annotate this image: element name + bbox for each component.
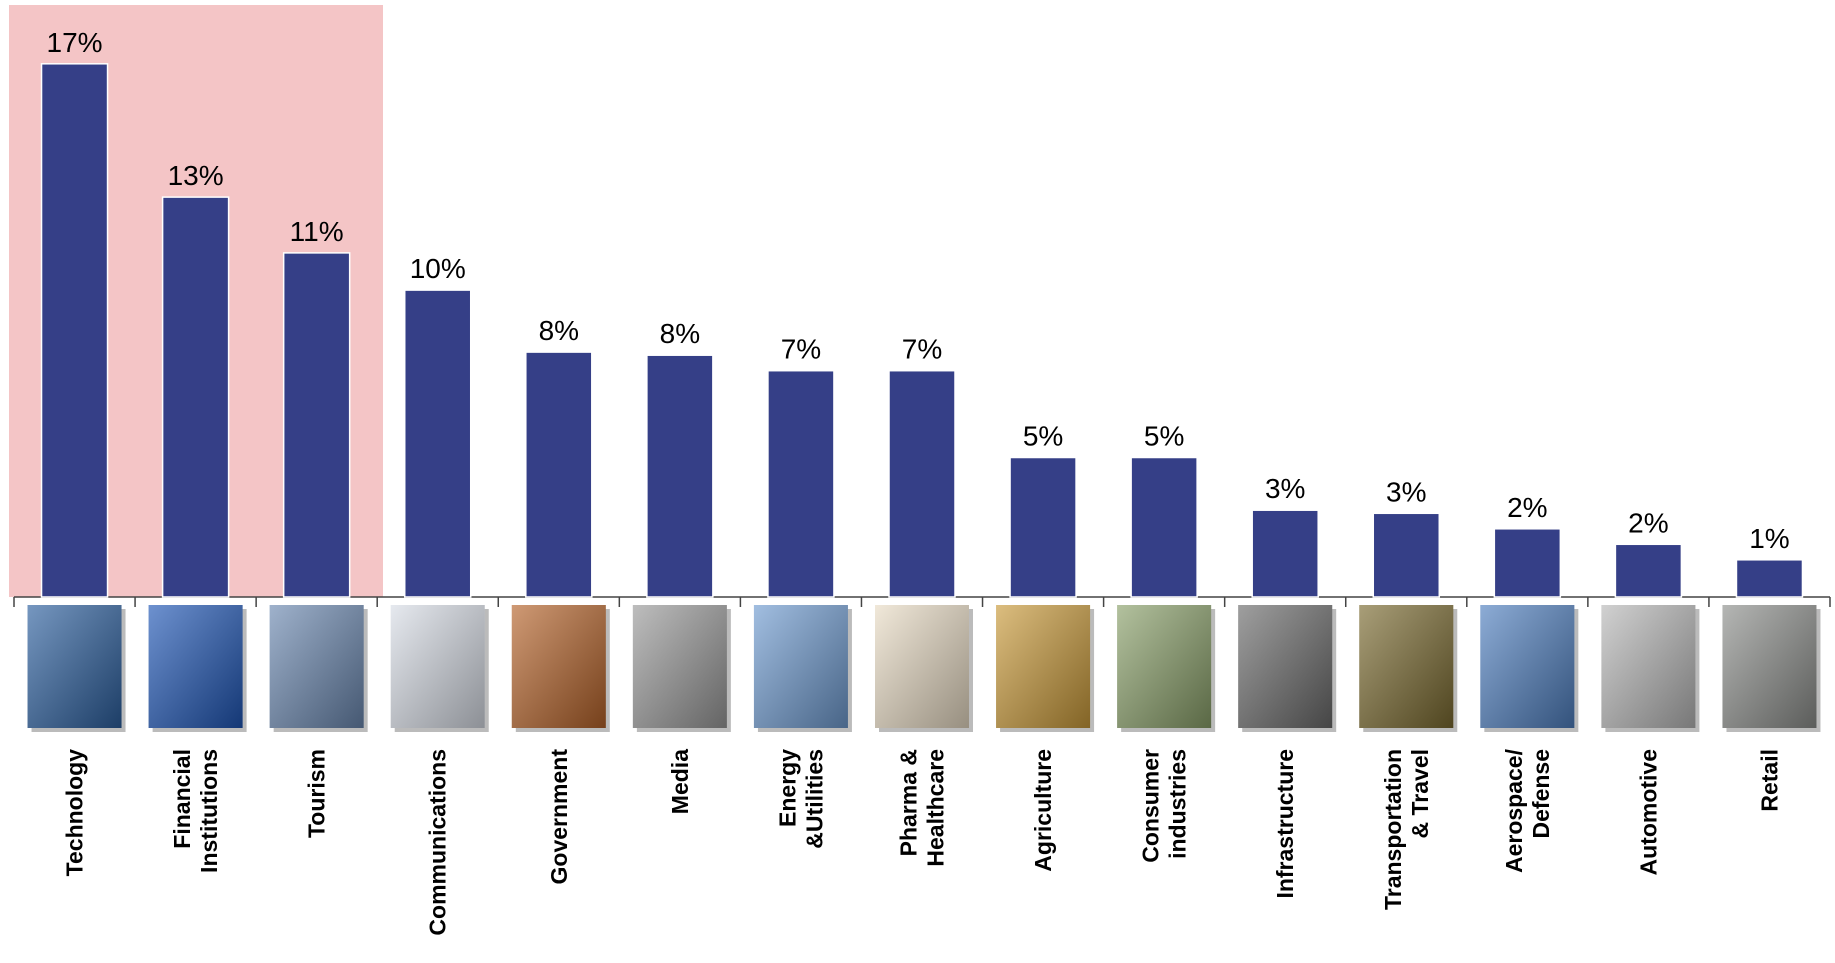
category-icon-shade (632, 605, 727, 728)
bar (525, 351, 593, 598)
category-icon-shade (269, 605, 364, 728)
category-label-line: & Travel (1407, 749, 1433, 839)
bar (403, 289, 472, 598)
bar (767, 369, 835, 598)
value-label: 1% (1749, 523, 1789, 554)
value-label: 8% (660, 318, 700, 349)
category-icon-shade (753, 605, 848, 728)
value-label: 10% (410, 253, 466, 284)
category-icon-shade (1722, 605, 1817, 728)
category-label-line: Aerospace/ (1501, 748, 1527, 873)
category-label-line: Communications (425, 749, 451, 936)
category-label-line: Transportation (1380, 749, 1406, 910)
value-label: 17% (47, 27, 103, 58)
value-label: 3% (1386, 476, 1426, 507)
bar (1130, 456, 1198, 598)
category-label: Pharma &Healthcare (896, 749, 949, 867)
bar (1251, 509, 1319, 598)
category-icon-shade (1480, 605, 1575, 728)
bar (1372, 512, 1441, 598)
category-label: Consumerindustries (1138, 749, 1191, 863)
value-label: 5% (1023, 421, 1063, 452)
value-label: 11% (290, 216, 344, 247)
category-label-line: Government (546, 749, 572, 885)
category-icon-shade (390, 605, 485, 728)
category-label: Energy&Utilities (774, 749, 827, 849)
bar (282, 252, 351, 598)
category-label-line: Technology (62, 749, 88, 877)
category-label: Media (667, 749, 693, 814)
bar (1614, 543, 1683, 598)
category-label-line: Institutions (196, 749, 222, 873)
category-label: Transportation& Travel (1380, 749, 1433, 910)
bar (888, 369, 956, 598)
value-label: 8% (539, 315, 579, 346)
category-label: Infrastructure (1272, 749, 1298, 899)
bar (161, 196, 230, 598)
value-label: 2% (1628, 507, 1668, 538)
category-label: FinancialInstitutions (169, 749, 222, 873)
bar (1735, 559, 1804, 598)
category-label: Communications (425, 749, 451, 936)
category-icon-shade (1117, 605, 1212, 728)
category-label: Government (546, 749, 572, 885)
category-label-line: Financial (169, 749, 195, 849)
category-label-line: Healthcare (923, 749, 949, 867)
category-icon-shade (27, 605, 122, 728)
value-label: 13% (168, 160, 224, 191)
bar (1493, 528, 1562, 598)
category-label-line: industries (1165, 749, 1191, 859)
category-label: Automotive (1635, 749, 1661, 876)
category-icon-shade (511, 605, 606, 728)
category-label: Agriculture (1030, 749, 1056, 872)
category-label: Retail (1756, 749, 1782, 812)
category-label-line: Tourism (304, 749, 330, 838)
category-icon-shade (148, 605, 243, 728)
category-icon-shade (1601, 605, 1696, 728)
value-label: 5% (1144, 421, 1184, 452)
category-label-line: Infrastructure (1272, 749, 1298, 899)
category-icon-shade (1238, 605, 1333, 728)
category-label-line: Energy (774, 749, 800, 827)
category-label: Aerospace/Defense (1501, 748, 1554, 873)
category-label-line: Retail (1756, 749, 1782, 812)
value-label: 7% (902, 334, 942, 365)
category-label-line: Pharma & (896, 749, 922, 856)
category-label: Tourism (304, 749, 330, 838)
category-label-line: &Utilities (801, 749, 827, 849)
category-label: Technology (62, 749, 88, 877)
value-label: 2% (1507, 492, 1547, 523)
value-label: 7% (781, 334, 821, 365)
value-label: 3% (1265, 473, 1305, 504)
category-icon-shade (996, 605, 1091, 728)
category-label-line: Defense (1528, 749, 1554, 838)
category-icon-shade (1359, 605, 1454, 728)
category-label-line: Consumer (1138, 749, 1164, 863)
category-label-line: Automotive (1635, 749, 1661, 876)
bar (40, 63, 109, 598)
category-icon-shade (875, 605, 969, 728)
category-label-line: Media (667, 749, 693, 814)
bar (1009, 456, 1077, 598)
bar (646, 354, 714, 598)
category-label-line: Agriculture (1030, 749, 1056, 872)
